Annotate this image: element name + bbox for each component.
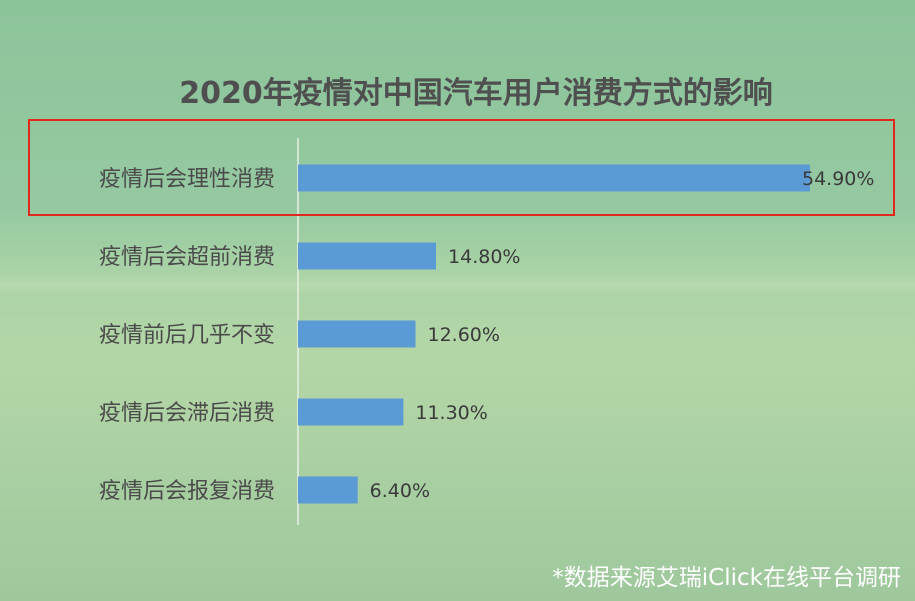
value-label: 14.80%: [448, 246, 520, 268]
background-band: [0, 275, 915, 295]
value-label: 12.60%: [428, 324, 500, 346]
bar: [298, 242, 437, 270]
category-label: 疫情后会报复消费: [99, 479, 275, 504]
category-label: 疫情前后几乎不变: [99, 323, 275, 348]
source-note: *数据来源艾瑞iClick在线平台调研: [552, 565, 901, 591]
value-label: 11.30%: [415, 402, 487, 424]
bar: [298, 398, 404, 426]
category-label: 疫情后会理性消费: [99, 167, 275, 192]
chart-title: 2020年疫情对中国汽车用户消费方式的影响: [179, 76, 773, 111]
value-label: 54.90%: [802, 168, 874, 190]
bar: [298, 164, 810, 192]
bar: [298, 476, 358, 504]
highlight-box: [28, 119, 895, 216]
bar: [298, 320, 416, 348]
category-label: 疫情后会超前消费: [99, 245, 275, 270]
category-label: 疫情后会滞后消费: [99, 401, 275, 426]
value-label: 6.40%: [370, 480, 430, 502]
